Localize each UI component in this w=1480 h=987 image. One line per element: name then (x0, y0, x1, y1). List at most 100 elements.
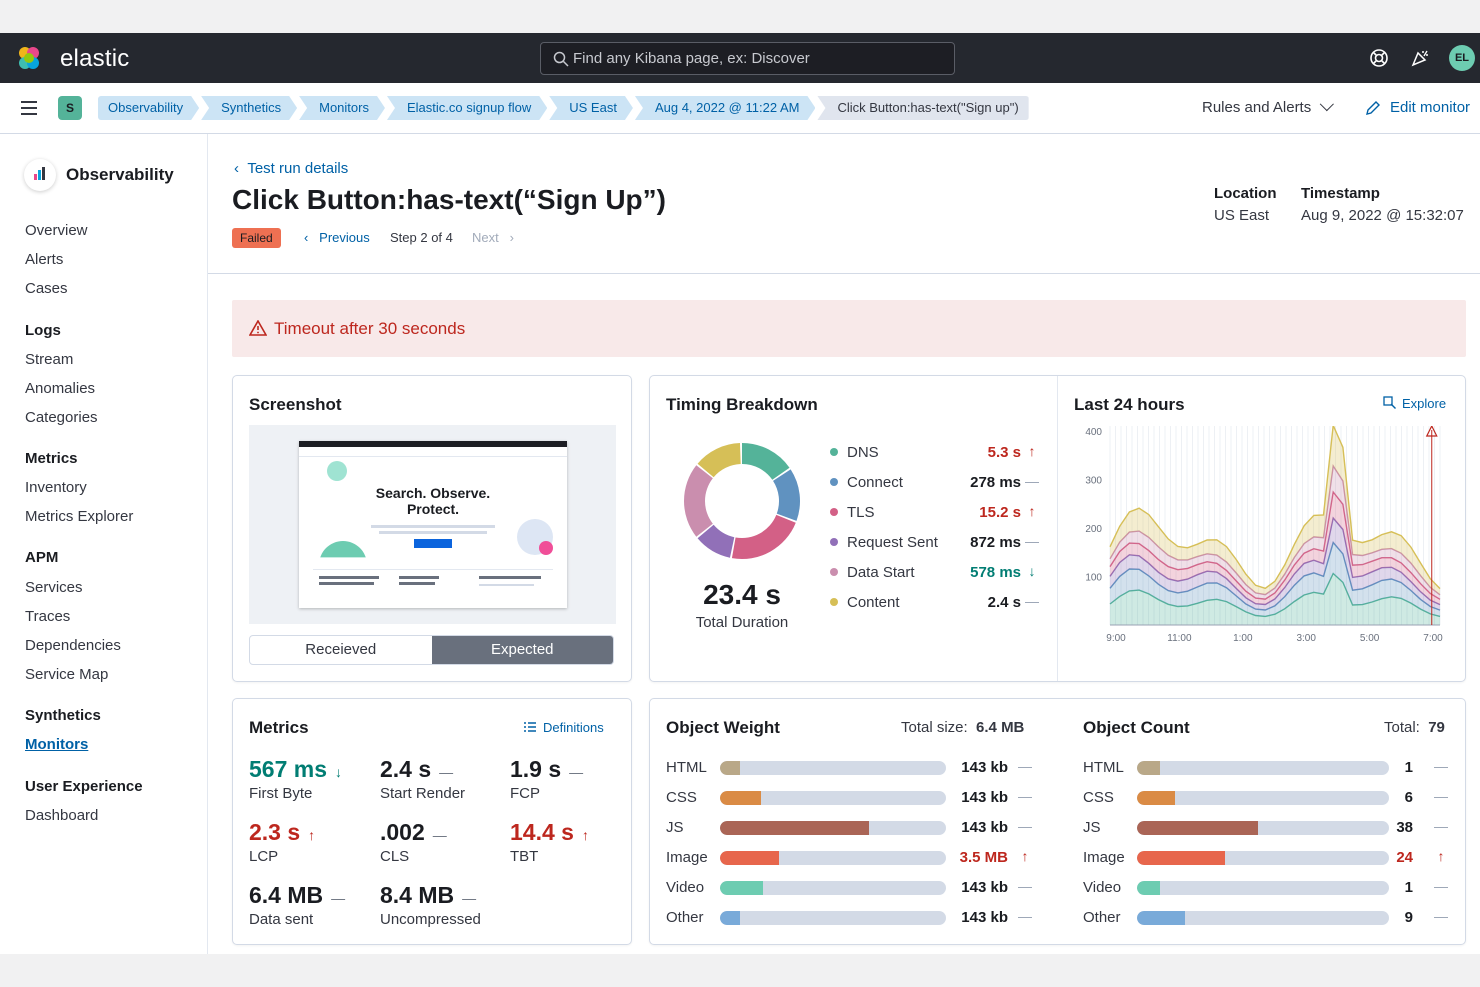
sidebar-item-alerts[interactable]: Alerts (25, 251, 64, 268)
elastic-logo-icon[interactable] (16, 45, 42, 71)
previous-label: Previous (319, 230, 370, 245)
sidebar-item-categories[interactable]: Categories (25, 409, 98, 426)
mock-decor-circle (327, 461, 347, 481)
mock-heading: Search. Observe. Protect. (299, 485, 567, 517)
menu-icon[interactable] (19, 98, 39, 118)
received-tab[interactable]: Receieved (305, 641, 377, 658)
step-screenshot-image[interactable]: Search. Observe. Protect. (249, 425, 616, 624)
rules-and-alerts-dropdown[interactable]: Rules and Alerts (1202, 97, 1335, 116)
chevron-down-icon (1319, 97, 1335, 112)
bar-track (720, 851, 946, 865)
dash-icon: — (1434, 788, 1448, 804)
expected-tab[interactable]: Expected (431, 636, 613, 664)
metric-value-text: 2.4 s (380, 756, 432, 782)
y-tick-label: 100 (1085, 572, 1102, 583)
sidebar-item-metrics-explorer[interactable]: Metrics Explorer (25, 508, 134, 525)
total-size-label: Total size: (901, 719, 968, 736)
area-series (1110, 492, 1440, 605)
bar-fill (720, 911, 741, 925)
legend-swatch (830, 538, 838, 546)
mock-nav-bar (299, 447, 567, 457)
bar-fill (1137, 791, 1175, 805)
dash-icon: — (439, 764, 454, 780)
y-tick-label: 300 (1085, 475, 1102, 486)
sidebar-heading-logs: Logs (25, 322, 61, 339)
timing-legend-item: TLS (830, 504, 875, 521)
breadcrumb-synthetics[interactable]: Synthetics (201, 96, 297, 120)
side-nav: Observability Overview Alerts Cases Logs… (0, 134, 208, 954)
metric-value: 1.9 s — (510, 756, 583, 783)
arrow-down-icon: ↓ (335, 764, 343, 780)
edit-monitor-button[interactable]: Edit monitor (1365, 99, 1470, 116)
area-series (1110, 542, 1440, 617)
object-type-label: Other (666, 909, 704, 926)
object-weight-title: Object Weight (666, 718, 780, 737)
metric-value-text: 8.4 MB (380, 882, 455, 908)
sidebar-item-dashboard[interactable]: Dashboard (25, 807, 99, 824)
breadcrumb-run-date[interactable]: Aug 4, 2022 @ 11:22 AM (635, 96, 816, 120)
series-line (1109, 490, 1441, 600)
news-feed-icon[interactable] (1409, 47, 1431, 69)
last-24-hours-title: Last 24 hours (1074, 395, 1185, 414)
screenshot-title: Screenshot (249, 395, 342, 414)
sidebar-item-services[interactable]: Services (25, 579, 83, 596)
bar-fill (1137, 851, 1226, 865)
search-input[interactable] (573, 43, 943, 74)
timing-legend-item: Content (830, 594, 900, 611)
mock-text-line (479, 584, 534, 586)
metrics-title: Metrics (249, 718, 309, 737)
legend-value: 278 ms (970, 474, 1021, 491)
space-selector[interactable]: S (58, 96, 82, 120)
object-type-label: Video (1083, 879, 1122, 896)
sidebar-item-anomalies[interactable]: Anomalies (25, 380, 96, 397)
sidebar-item-dependencies[interactable]: Dependencies (25, 637, 121, 654)
back-to-test-run-link[interactable]: ‹ Test run details (234, 160, 349, 177)
breadcrumb-bar: S Observability Synthetics Monitors Elas… (0, 83, 1480, 134)
sidebar-item-overview[interactable]: Overview (25, 222, 88, 239)
explore-label: Explore (1402, 396, 1447, 411)
total-size-value: 6.4 MB (976, 719, 1025, 736)
screenshot-toggle: Receieved Expected (249, 635, 614, 665)
y-tick-label: 200 (1085, 524, 1102, 535)
bar-track (720, 761, 946, 775)
donut-slice-dns (742, 443, 790, 480)
sidebar-item-stream[interactable]: Stream (25, 351, 74, 368)
x-tick-label: 5:00 (1360, 633, 1380, 644)
object-type-label: CSS (666, 789, 697, 806)
mock-text-line (479, 576, 541, 579)
alert-warning-icon[interactable] (1425, 426, 1438, 437)
definitions-link[interactable]: Definitions (524, 720, 604, 735)
timing-legend-item: Data Start (830, 564, 915, 581)
area-series (1110, 573, 1440, 625)
user-avatar[interactable]: EL (1449, 45, 1475, 71)
breadcrumb-monitors[interactable]: Monitors (299, 96, 385, 120)
breadcrumb-monitor-name[interactable]: Elastic.co signup flow (387, 96, 547, 120)
bar-fill (1137, 911, 1185, 925)
explore-link[interactable]: Explore (1383, 396, 1446, 411)
bar-fill (720, 821, 870, 835)
metric-value-text: 14.4 s (510, 819, 574, 845)
sidebar-item-monitors[interactable]: Monitors (25, 736, 89, 753)
total-count-value: 79 (1428, 719, 1445, 736)
previous-step-button[interactable]: ‹ Previous (304, 230, 370, 245)
error-message: Timeout after 30 seconds (274, 319, 466, 338)
bar-track (1137, 761, 1389, 775)
sidebar-item-cases[interactable]: Cases (25, 280, 68, 297)
object-value: 1 (1404, 879, 1413, 896)
mock-text-line (319, 576, 379, 579)
legend-value: 2.4 s (987, 594, 1021, 611)
sidebar-item-service-map[interactable]: Service Map (25, 666, 109, 683)
legend-label: TLS (847, 504, 875, 521)
mock-heading-line1: Search. Observe. (375, 485, 491, 501)
help-icon[interactable] (1368, 47, 1390, 69)
metric-label: Uncompressed (380, 911, 481, 928)
next-step-button[interactable]: Next › (472, 230, 514, 245)
metric-value: 8.4 MB — (380, 882, 476, 909)
area-series (1110, 426, 1440, 595)
sidebar-item-inventory[interactable]: Inventory (25, 479, 87, 496)
global-search[interactable] (540, 42, 955, 75)
breadcrumb-observability[interactable]: Observability (98, 96, 199, 120)
total-duration-label: Total Duration (695, 614, 789, 631)
breadcrumb-location[interactable]: US East (549, 96, 633, 120)
sidebar-item-traces[interactable]: Traces (25, 608, 71, 625)
